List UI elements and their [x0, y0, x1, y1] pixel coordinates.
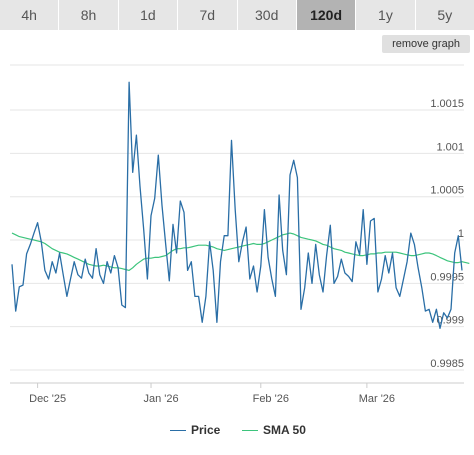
- series-line-sma-50: [11, 232, 470, 271]
- tab-4h[interactable]: 4h: [0, 0, 60, 30]
- remove-graph-button[interactable]: remove graph: [382, 35, 470, 53]
- legend-item-sma-50[interactable]: SMA 50: [242, 420, 306, 440]
- y-tick-label: 1.001: [436, 141, 464, 153]
- x-tick-label: Mar '26: [359, 393, 395, 405]
- tab-120d[interactable]: 120d: [296, 0, 357, 30]
- legend-swatch-price: [170, 429, 186, 431]
- y-tick-label: 0.999: [436, 315, 464, 327]
- y-tick-label: 0.9995: [430, 271, 464, 283]
- series-line-price: [11, 81, 463, 330]
- y-axis-ticks: 0.9985 0.999 0.9995 1 1.0005 1.001 1.0015: [430, 98, 464, 370]
- legend-swatch-sma-50: [242, 429, 258, 431]
- x-tick-label: Dec '25: [29, 393, 66, 405]
- legend-label-sma-50: SMA 50: [263, 423, 306, 437]
- legend-label-price: Price: [191, 423, 221, 437]
- tab-1y[interactable]: 1y: [356, 0, 416, 30]
- y-tick-label: 1: [458, 228, 464, 240]
- tab-8h[interactable]: 8h: [59, 0, 119, 30]
- grid-lines: [10, 64, 464, 384]
- price-chart: 0.9985 0.999 0.9995 1 1.0005 1.001 1.0015 Dec …: [10, 64, 470, 405]
- y-tick-label: 1.0015: [430, 98, 464, 110]
- series-lines: [11, 81, 470, 330]
- legend-item-price[interactable]: Price: [170, 420, 220, 440]
- tab-5y[interactable]: 5y: [415, 0, 474, 30]
- x-tick-label: Jan '26: [143, 393, 178, 405]
- y-tick-label: 0.9985: [430, 358, 464, 370]
- tab-7d[interactable]: 7d: [178, 0, 238, 30]
- timeframe-tabs: 4h 8h 1d 7d 30d 120d 1y 5y: [0, 0, 474, 30]
- x-tick-label: Feb '26: [253, 393, 289, 405]
- x-axis-ticks: Dec '25 Jan '26 Feb '26 Mar '26: [29, 383, 395, 405]
- legend: Price SMA 50: [0, 420, 474, 440]
- y-tick-label: 1.0005: [430, 185, 464, 197]
- tab-1d[interactable]: 1d: [118, 0, 179, 30]
- tab-30d[interactable]: 30d: [237, 0, 297, 30]
